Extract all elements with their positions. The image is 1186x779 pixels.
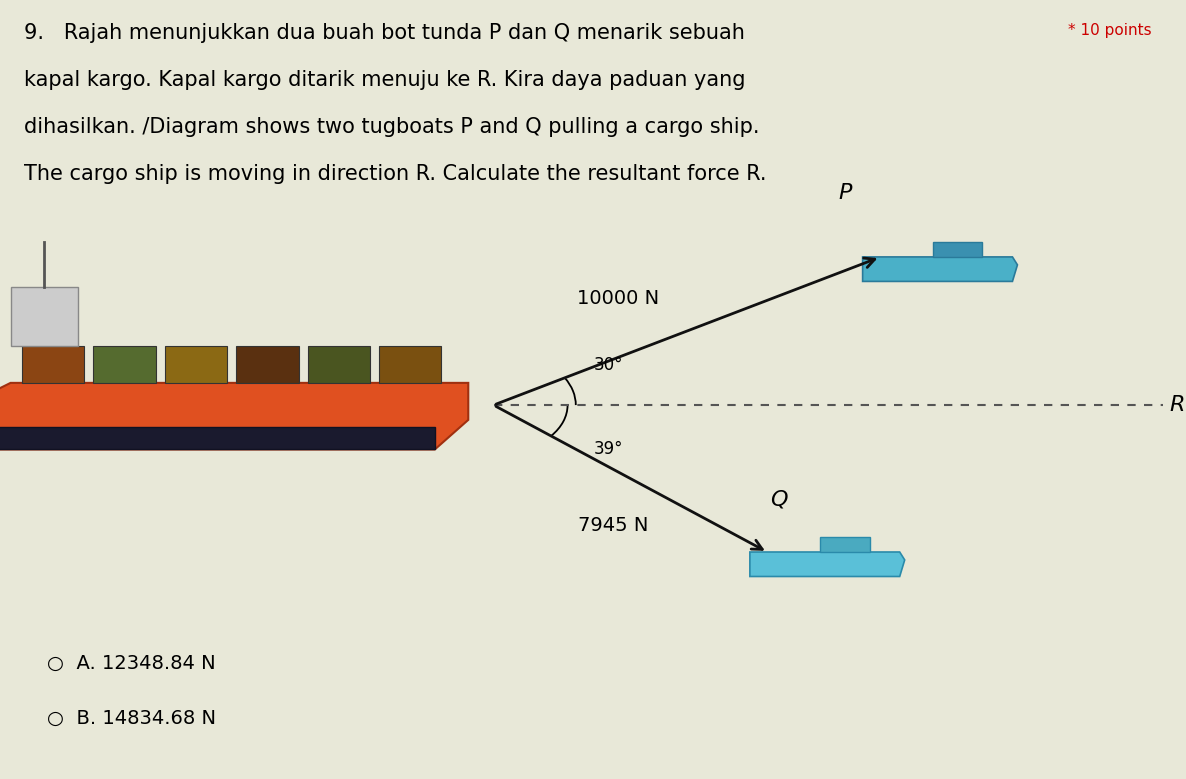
Text: R: R (1169, 395, 1185, 415)
Text: kapal kargo. Kapal kargo ditarik menuju ke R. Kira daya paduan yang: kapal kargo. Kapal kargo ditarik menuju … (24, 70, 745, 90)
Bar (380, 346, 441, 383)
Bar (21, 346, 84, 383)
Text: P: P (839, 182, 852, 203)
Text: Q: Q (771, 489, 788, 509)
Text: dihasilkan. /Diagram shows two tugboats P and Q pulling a cargo ship.: dihasilkan. /Diagram shows two tugboats … (24, 117, 759, 137)
Bar (307, 346, 370, 383)
Polygon shape (932, 241, 982, 257)
Bar (11, 287, 77, 346)
Text: 30°: 30° (593, 356, 623, 374)
Polygon shape (0, 427, 435, 449)
Text: * 10 points: * 10 points (1067, 23, 1152, 38)
Polygon shape (862, 257, 1018, 281)
Text: ○  B. 14834.68 N: ○ B. 14834.68 N (47, 709, 216, 728)
Text: 9.   Rajah menunjukkan dua buah bot tunda P dan Q menarik sebuah: 9. Rajah menunjukkan dua buah bot tunda … (24, 23, 745, 44)
Polygon shape (0, 383, 468, 449)
Text: 7945 N: 7945 N (578, 516, 648, 535)
Bar (236, 346, 299, 383)
Text: 10000 N: 10000 N (578, 289, 659, 308)
Bar (165, 346, 228, 383)
Text: ○  A. 12348.84 N: ○ A. 12348.84 N (47, 654, 216, 673)
Polygon shape (750, 552, 905, 576)
Text: The cargo ship is moving in direction R. Calculate the resultant force R.: The cargo ship is moving in direction R.… (24, 164, 766, 184)
Polygon shape (820, 537, 869, 552)
Bar (94, 346, 155, 383)
Text: 39°: 39° (593, 440, 623, 458)
